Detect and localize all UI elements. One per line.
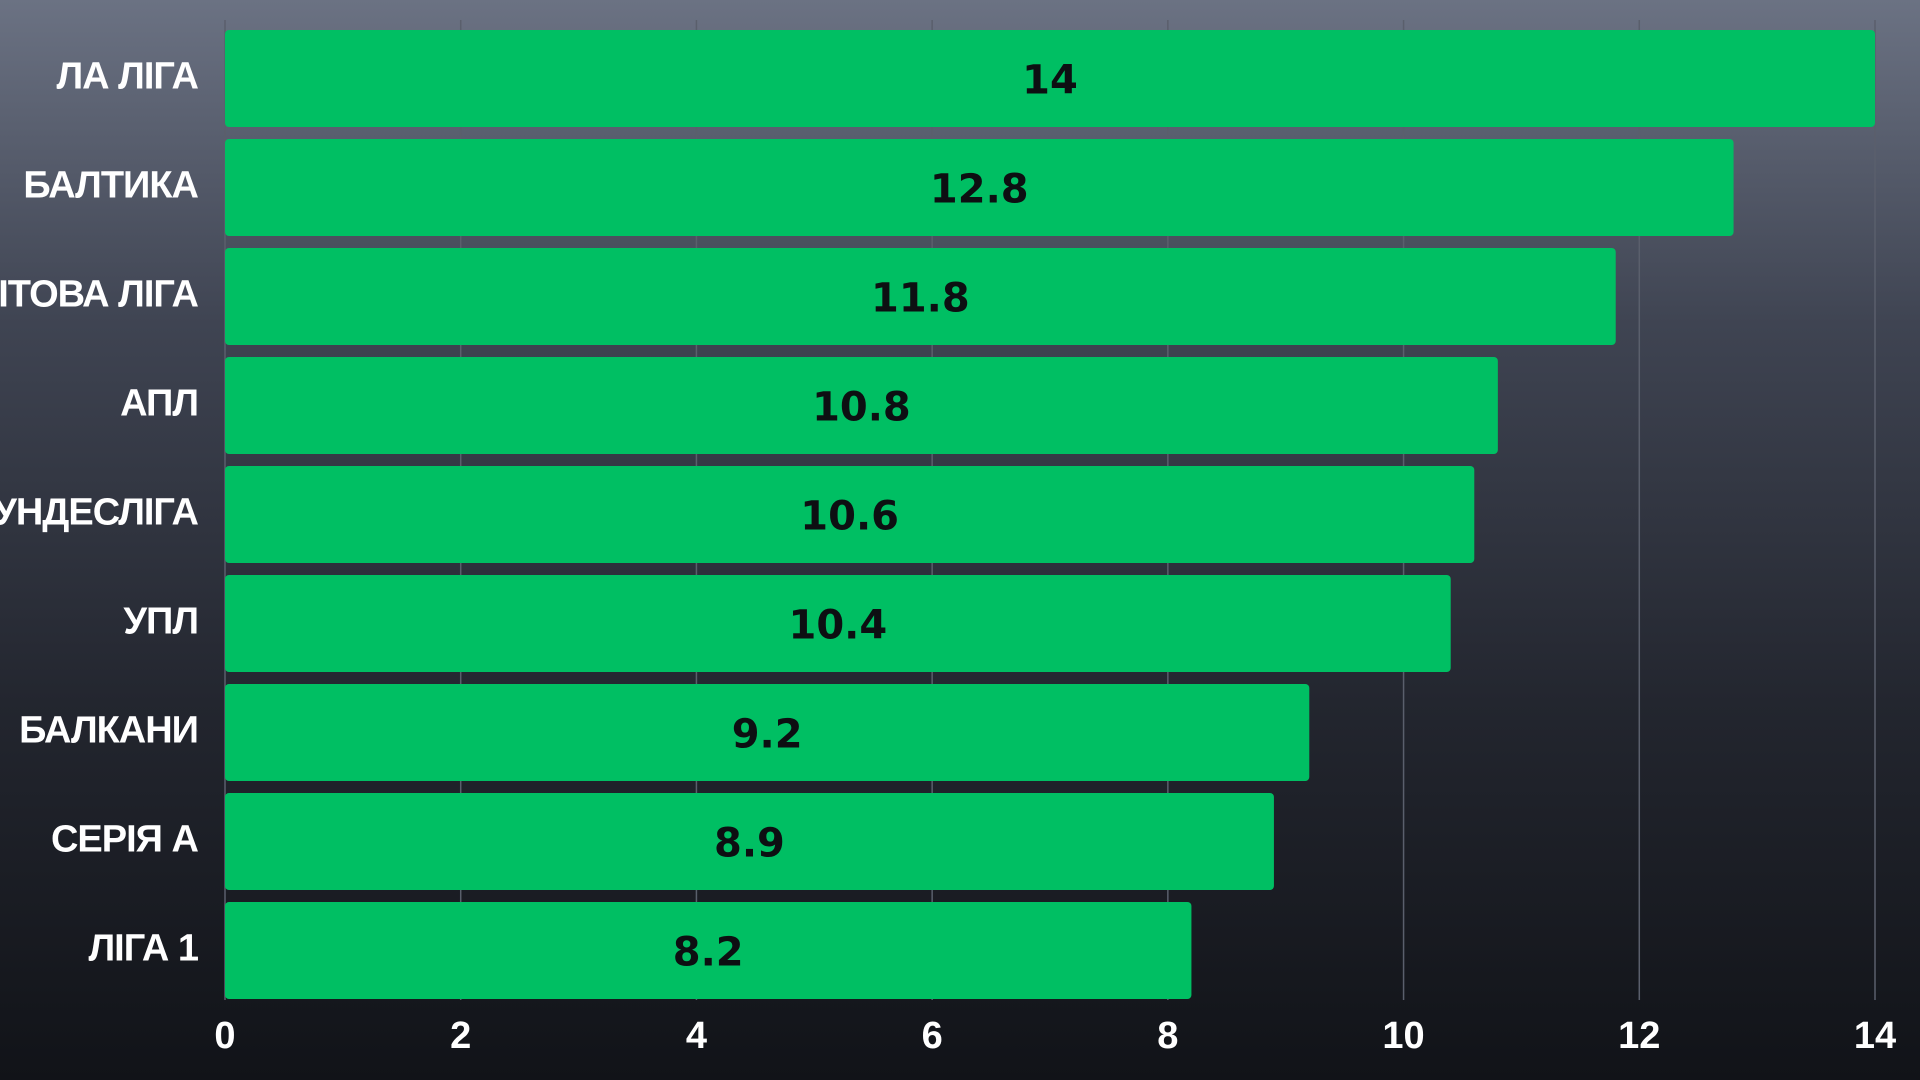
bar-value-label: 8.2 bbox=[673, 930, 744, 976]
category-label: БАЛТИКА bbox=[23, 165, 198, 207]
bar-value-label: 10.6 bbox=[800, 494, 899, 540]
bar bbox=[225, 684, 1310, 781]
category-label: УПЛ bbox=[123, 601, 198, 643]
category-label: СЕРІЯ А bbox=[51, 819, 199, 861]
x-axis-ticks: 0 2 4 6 8 10 12 14 bbox=[214, 1015, 1896, 1057]
bar bbox=[225, 902, 1192, 999]
category-label: БУНДЕСЛІГА bbox=[0, 492, 199, 534]
x-tick-label: 2 bbox=[450, 1015, 471, 1057]
category-labels: ЛА ЛІГА БАЛТИКА СВІТОВА ЛІГА АПЛ БУНДЕСЛІГА У… bbox=[0, 56, 200, 970]
bars: 14 12.8 11.8 10.8 10.6 10.4 9.2 8.9 8.2 bbox=[225, 30, 1875, 999]
bar-value-label: 10.4 bbox=[789, 603, 888, 649]
bar bbox=[225, 466, 1475, 563]
category-label: АПЛ bbox=[120, 383, 198, 425]
x-tick-label: 8 bbox=[1157, 1015, 1178, 1057]
bar bbox=[225, 139, 1734, 236]
category-label: ЛІГА 1 bbox=[88, 928, 198, 970]
bar bbox=[225, 575, 1451, 672]
x-tick-label: 10 bbox=[1382, 1015, 1424, 1057]
x-tick-label: 4 bbox=[686, 1015, 707, 1057]
bar bbox=[225, 30, 1875, 127]
bar bbox=[225, 248, 1616, 345]
bar-value-label: 10.8 bbox=[812, 385, 911, 431]
bar-value-label: 9.2 bbox=[732, 712, 803, 758]
bar-value-label: 11.8 bbox=[871, 276, 970, 322]
bar-value-label: 14 bbox=[1022, 58, 1078, 104]
bar bbox=[225, 793, 1274, 890]
x-tick-label: 14 bbox=[1854, 1015, 1896, 1057]
x-tick-label: 6 bbox=[922, 1015, 943, 1057]
bar-value-label: 8.9 bbox=[714, 821, 785, 867]
bar-value-label: 12.8 bbox=[930, 167, 1029, 213]
category-label: ЛА ЛІГА bbox=[57, 56, 199, 98]
bar bbox=[225, 357, 1498, 454]
x-tick-label: 12 bbox=[1618, 1015, 1660, 1057]
x-tick-label: 0 bbox=[214, 1015, 235, 1057]
category-label: БАЛКАНИ bbox=[19, 710, 198, 752]
category-label: СВІТОВА ЛІГА bbox=[0, 274, 199, 316]
